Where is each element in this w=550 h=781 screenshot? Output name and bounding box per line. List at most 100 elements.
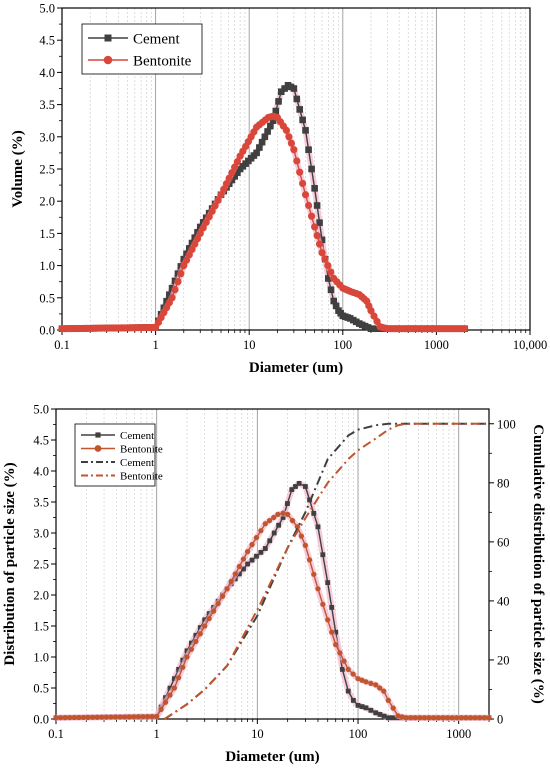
data-point <box>458 715 464 721</box>
data-point <box>373 710 379 716</box>
data-point <box>330 297 338 305</box>
data-point <box>313 231 321 240</box>
data-point <box>180 262 188 270</box>
data-point <box>285 511 291 517</box>
data-point <box>168 294 176 302</box>
legend: Cement Bentonite <box>81 23 203 75</box>
data-point <box>236 571 242 577</box>
data-point <box>266 518 273 524</box>
data-point <box>311 185 318 192</box>
data-point <box>486 715 492 721</box>
data-point <box>193 638 199 645</box>
data-point <box>275 98 282 105</box>
data-point <box>189 640 194 646</box>
x-tick-label: 1 <box>154 727 160 741</box>
data-point <box>373 682 379 688</box>
data-point <box>431 715 437 721</box>
data-point <box>367 307 375 315</box>
data-point <box>262 521 268 527</box>
data-point <box>296 481 302 486</box>
data-point <box>269 117 277 124</box>
data-point <box>275 511 281 517</box>
data-point <box>180 664 186 670</box>
data-point <box>325 617 331 623</box>
y-tick-label: 3.5 <box>33 496 49 510</box>
data-point <box>172 676 177 682</box>
data-point <box>296 106 304 113</box>
data-point <box>325 580 331 585</box>
data-point <box>426 715 432 721</box>
data-point <box>171 286 179 294</box>
data-point <box>267 122 274 130</box>
y-tick-label: 3.0 <box>39 130 55 144</box>
data-point <box>245 561 250 567</box>
data-point <box>94 714 100 720</box>
legend-box <box>81 23 203 75</box>
data-point <box>287 139 295 147</box>
data-point <box>289 518 296 524</box>
data-point <box>197 631 203 637</box>
data-point <box>408 715 414 721</box>
data-point <box>332 302 340 310</box>
data-point <box>417 715 423 721</box>
data-point <box>276 522 282 528</box>
data-point <box>435 715 441 721</box>
y-tick-label: 4.5 <box>33 434 49 448</box>
data-point <box>131 714 137 720</box>
series-bentonite-cumulative <box>164 422 489 720</box>
series-markers <box>53 510 492 721</box>
data-point <box>290 146 298 154</box>
data-point <box>140 714 146 720</box>
y-axis-label: Volume (%) <box>10 130 26 207</box>
y-right-tick-label: 60 <box>497 535 510 549</box>
data-point <box>321 255 329 263</box>
data-point <box>293 157 301 165</box>
data-point <box>244 549 251 555</box>
chart-1: 0.1 1 10 100 1000 10,000 0.0 0.5 1.0 1.5 2.0 2.5 3.0… <box>10 2 547 377</box>
data-point <box>290 85 298 92</box>
data-point <box>231 163 239 171</box>
data-point <box>350 671 356 677</box>
data-point <box>377 685 383 691</box>
y-tick-label: 2.5 <box>39 163 55 177</box>
y-right-tick-label: 40 <box>497 594 510 608</box>
data-point <box>233 158 241 166</box>
data-point <box>289 487 295 492</box>
data-point <box>308 212 316 220</box>
data-point <box>315 240 324 248</box>
data-point <box>449 715 455 721</box>
data-point <box>315 524 321 530</box>
data-point <box>262 546 268 551</box>
data-point <box>460 325 469 333</box>
data-point <box>359 704 365 709</box>
data-point <box>272 107 280 115</box>
data-point <box>311 510 317 516</box>
data-point <box>308 165 315 173</box>
x-tick-label: 0.1 <box>54 338 70 352</box>
data-point <box>80 714 87 721</box>
data-point <box>306 557 313 563</box>
data-point <box>185 251 193 259</box>
y-tick-label: 2.0 <box>33 589 49 603</box>
series-line <box>164 422 489 720</box>
data-point <box>197 625 203 630</box>
data-point <box>264 128 271 135</box>
data-point <box>108 714 114 720</box>
data-point <box>174 278 182 286</box>
legend-label: Bentonite <box>133 53 192 69</box>
data-point <box>313 202 321 209</box>
legend-label: Bentonite <box>120 470 163 482</box>
data-point <box>135 714 141 720</box>
legend-label: Cement <box>133 31 180 47</box>
y-tick-label: 2.5 <box>33 558 49 572</box>
series-markers <box>58 112 469 333</box>
data-point <box>166 291 173 298</box>
data-point <box>219 593 226 599</box>
data-point <box>149 713 155 720</box>
data-point <box>256 144 263 151</box>
data-point <box>224 586 230 592</box>
data-point <box>333 629 339 635</box>
data-point <box>304 201 313 210</box>
